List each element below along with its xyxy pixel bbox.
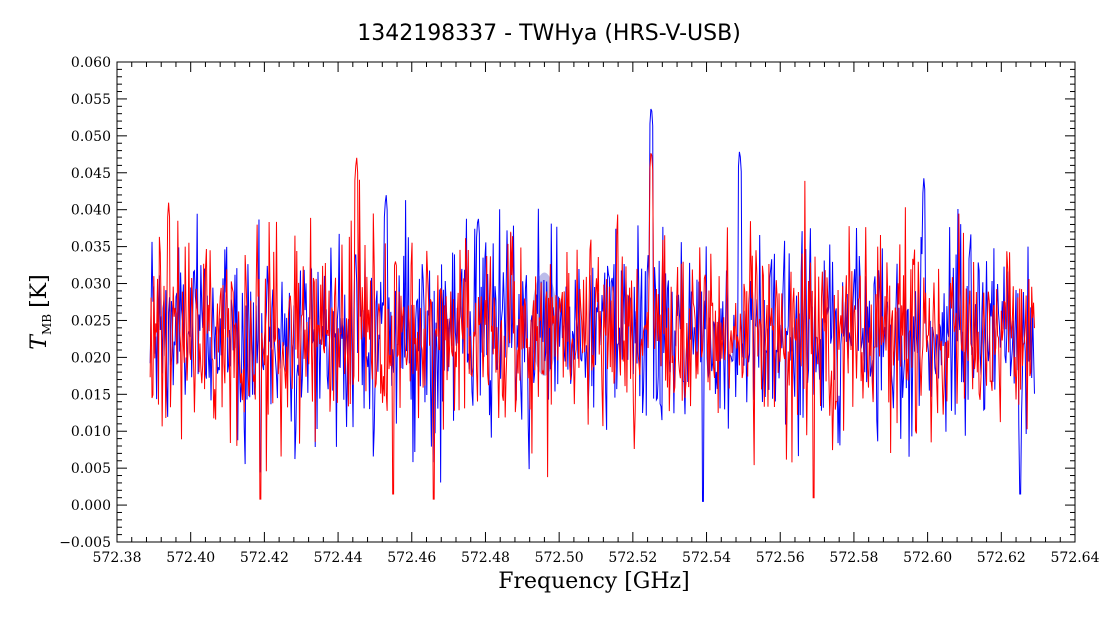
axis-ticks: 572.38 572.40 572.42 572.44 572.46 572.48 572.… <box>59 55 1099 566</box>
x-tick-label: 572.54 <box>682 550 731 566</box>
x-tick-label: 572.44 <box>314 550 363 566</box>
y-tick-label: 0.060 <box>71 55 111 71</box>
plot-area <box>149 108 1035 502</box>
y-tick-label: −0.005 <box>59 535 111 551</box>
y-tick-label: 0.025 <box>71 313 111 329</box>
x-tick-label: 572.62 <box>977 550 1026 566</box>
y-tick-label: 0.010 <box>71 424 111 440</box>
y-tick-label: 0.015 <box>71 387 111 403</box>
y-tick-label: 0.045 <box>71 166 111 182</box>
y-axis-label: TMB [K] <box>27 274 54 349</box>
x-tick-label: 572.56 <box>756 550 805 566</box>
spectrum-series-line <box>149 153 1035 500</box>
x-axis-label: Frequency [GHz] <box>498 569 690 594</box>
y-tick-label: 0.000 <box>71 498 111 514</box>
x-tick-label: 572.58 <box>829 550 878 566</box>
y-axis-label-unit: [K] <box>27 274 52 308</box>
y-axis-label-subscript: MB <box>40 314 54 335</box>
x-tick-label: 572.42 <box>240 550 289 566</box>
y-axis-label-symbol: T <box>27 333 52 350</box>
y-tick-label: 0.030 <box>71 277 111 293</box>
svg-text:TMB[K]: TMB [K] <box>27 274 54 349</box>
x-tick-label: 572.64 <box>1051 550 1099 566</box>
y-tick-label: 0.005 <box>71 461 111 477</box>
y-tick-label: 0.020 <box>71 350 111 366</box>
chart-title: 1342198337 - TWHya (HRS-V-USB) <box>357 21 741 46</box>
x-tick-label: 572.40 <box>166 550 215 566</box>
y-tick-label: 0.050 <box>71 129 111 145</box>
x-tick-label: 572.60 <box>903 550 952 566</box>
x-tick-label: 572.48 <box>461 550 510 566</box>
x-tick-label: 572.52 <box>608 550 657 566</box>
y-tick-label: 0.040 <box>71 203 111 219</box>
y-tick-label: 0.035 <box>71 240 111 256</box>
x-tick-label: 572.46 <box>387 550 436 566</box>
plot-frame <box>116 61 1076 543</box>
x-tick-label: 572.50 <box>535 550 584 566</box>
y-tick-label: 0.055 <box>71 92 111 108</box>
spectrum-series-line <box>149 108 1035 502</box>
x-tick-label: 572.38 <box>93 550 142 566</box>
